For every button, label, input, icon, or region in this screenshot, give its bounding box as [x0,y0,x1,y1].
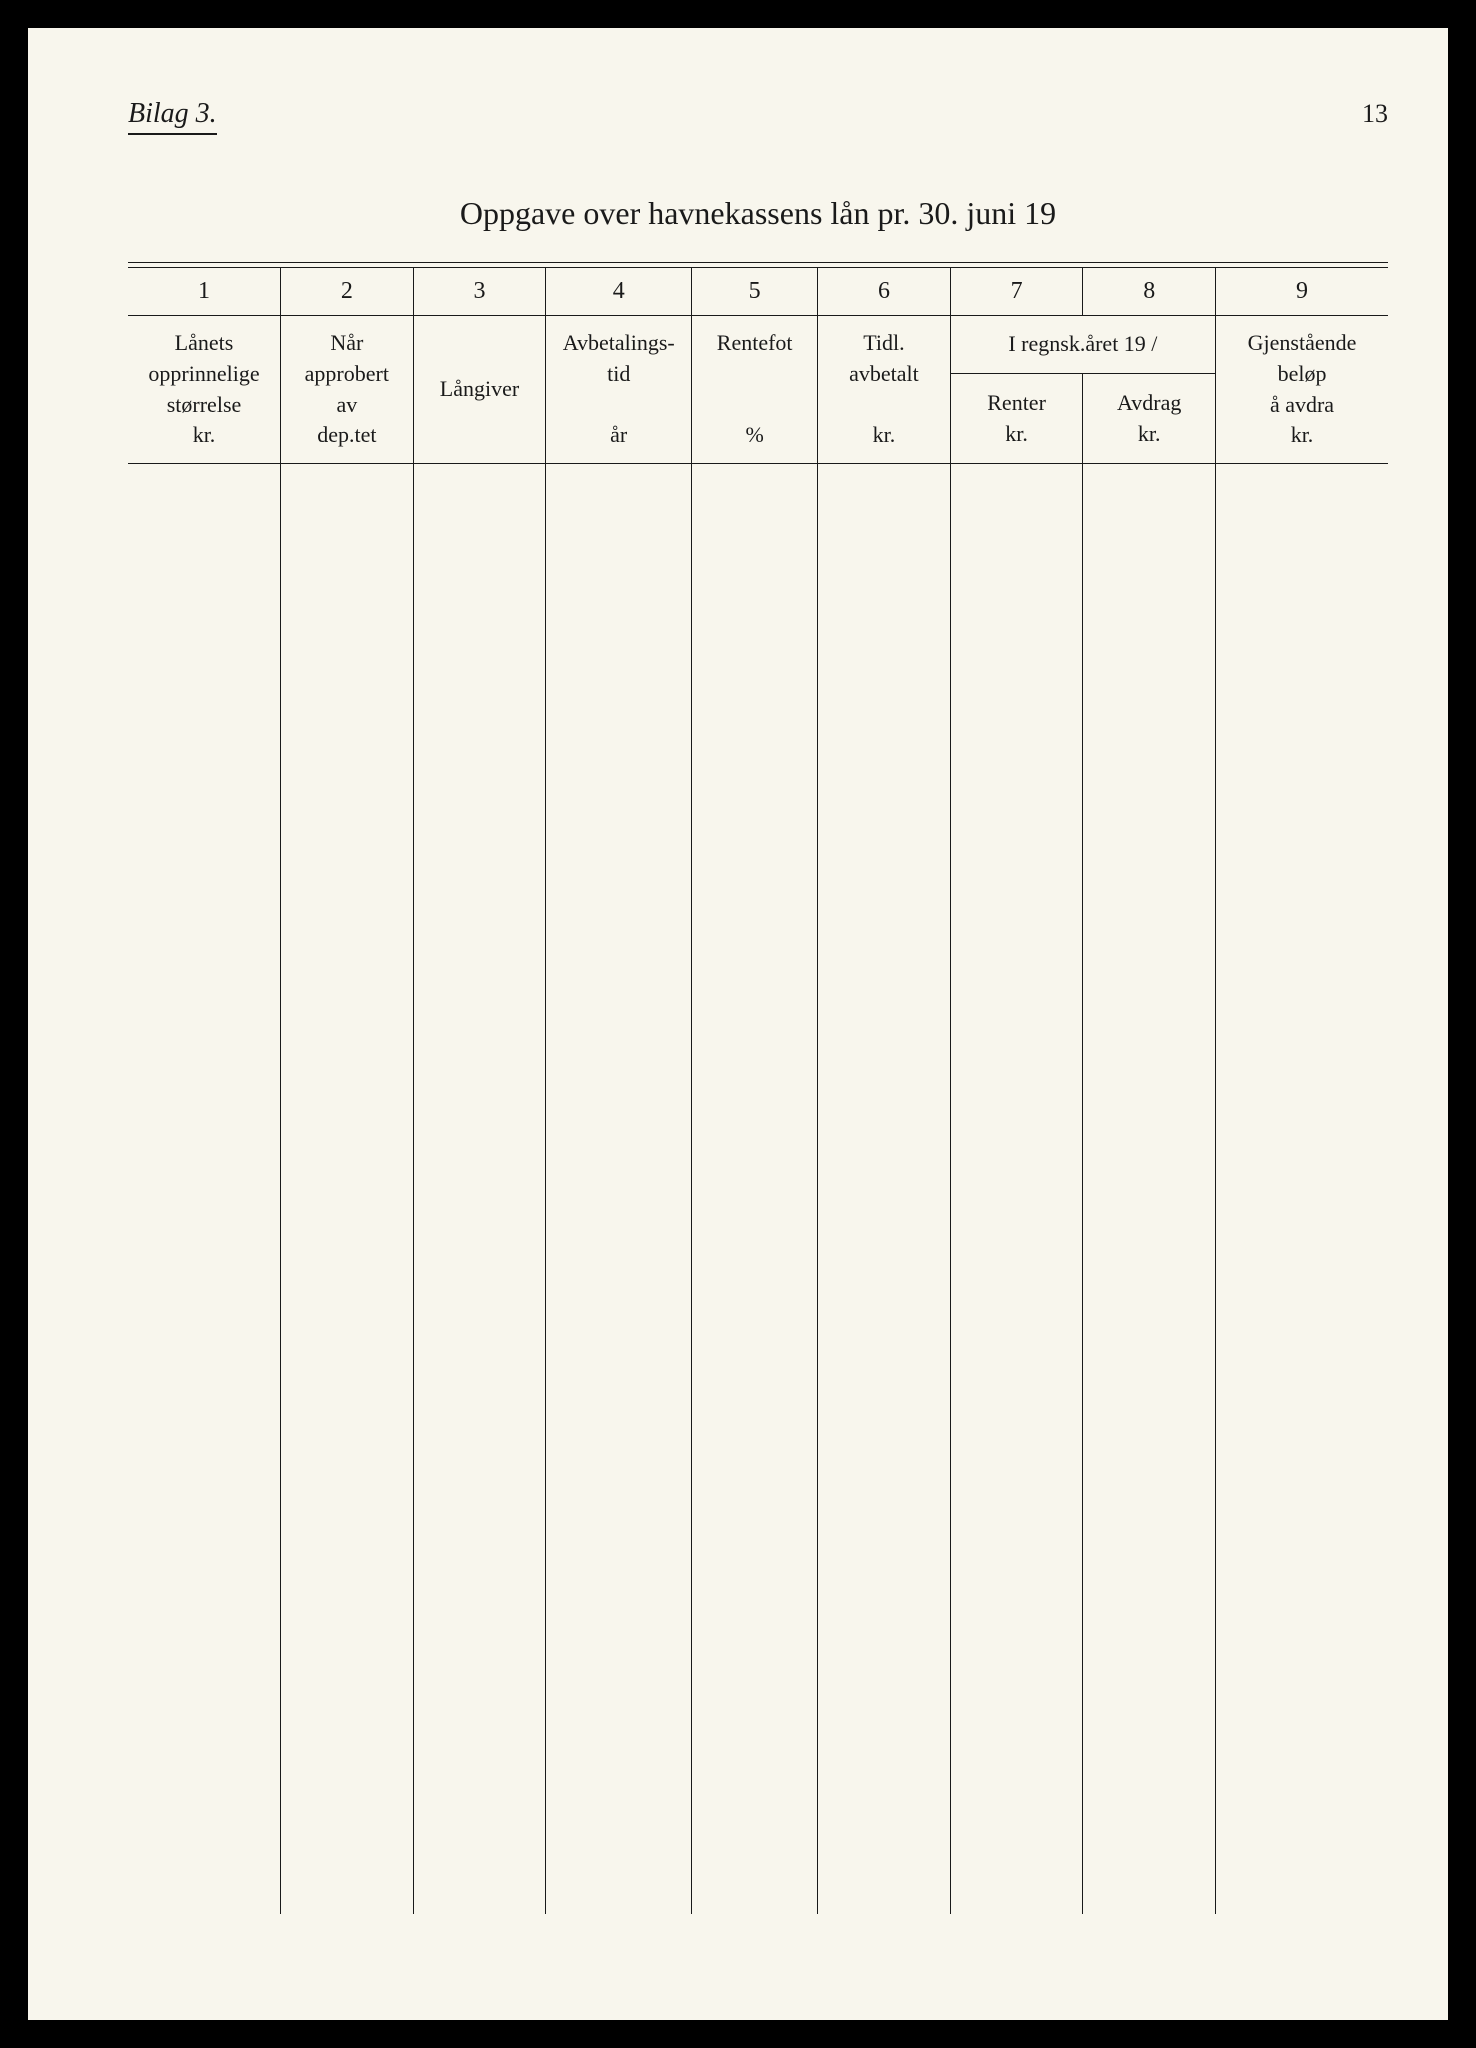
body-cell-7 [950,464,1083,1914]
column-number-row: 1 2 3 4 5 6 7 8 9 [128,268,1388,316]
body-cell-4 [546,464,692,1914]
col-number-9: 9 [1216,268,1388,316]
document-page: Bilag 3. 13 Oppgave over havnekassens lå… [28,28,1448,2020]
header-col4: Avbetalings- tid år [546,316,692,464]
header-col5: Rentefot % [692,316,818,464]
header-col2: Når approbert av dep.tet [281,316,414,464]
loan-table: 1 2 3 4 5 6 7 8 9 Lånets opprinnelige st… [128,268,1388,1914]
document-title: Oppgave over havnekassens lån pr. 30. ju… [128,195,1388,232]
header-col3: Långiver [413,316,546,464]
col-number-7: 7 [950,268,1083,316]
header-col1: Lånets opprinnelige størrelse kr. [128,316,281,464]
col-number-2: 2 [281,268,414,316]
body-cell-1 [128,464,281,1914]
col-number-4: 4 [546,268,692,316]
col-number-6: 6 [818,268,951,316]
header-col7: Renter kr. [950,374,1083,464]
bilag-label: Bilag 3. [128,98,217,135]
body-cell-6 [818,464,951,1914]
body-cell-5 [692,464,818,1914]
header-col7-8-span: I regnsk.året 19 / [950,316,1215,374]
header-col9: Gjenstående beløp å avdra kr. [1216,316,1388,464]
body-cell-9 [1216,464,1388,1914]
body-cell-3 [413,464,546,1914]
table-container: 1 2 3 4 5 6 7 8 9 Lånets opprinnelige st… [128,262,1388,1914]
header-col8: Avdrag kr. [1083,374,1216,464]
body-cell-2 [281,464,414,1914]
header-col6: Tidl. avbetalt kr. [818,316,951,464]
page-header: Bilag 3. 13 [128,98,1388,135]
column-header-row: Lånets opprinnelige størrelse kr. Når ap… [128,316,1388,374]
col-number-5: 5 [692,268,818,316]
col-number-8: 8 [1083,268,1216,316]
page-number: 13 [1362,99,1388,129]
table-body-row [128,464,1388,1914]
body-cell-8 [1083,464,1216,1914]
col-number-3: 3 [413,268,546,316]
col-number-1: 1 [128,268,281,316]
